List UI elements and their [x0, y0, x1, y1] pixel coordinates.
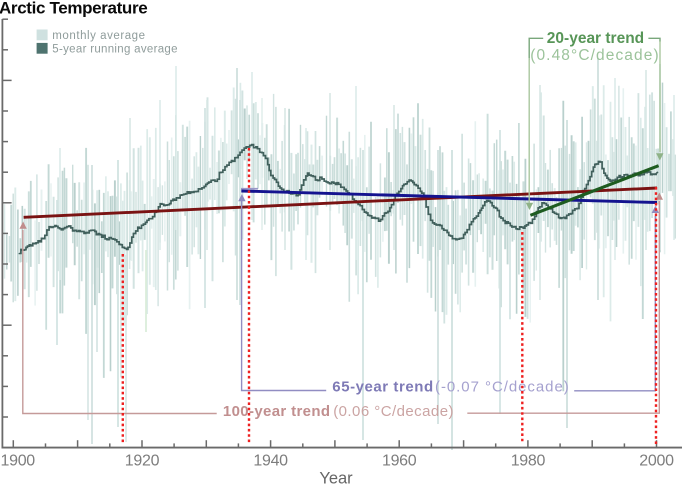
svg-text:(-0.07 °C/decade): (-0.07 °C/decade) [435, 378, 570, 395]
svg-text:100-year trend: 100-year trend [223, 403, 330, 420]
svg-text:1920: 1920 [125, 453, 160, 470]
svg-text:65-year trend: 65-year trend [332, 378, 433, 395]
svg-text:1900: 1900 [1, 453, 36, 470]
svg-text:1980: 1980 [511, 453, 546, 470]
svg-text:(0.06 °C/decade): (0.06 °C/decade) [333, 403, 454, 420]
svg-text:monthly average: monthly average [52, 30, 145, 42]
svg-text:(0.48°C/decade): (0.48°C/decade) [530, 47, 660, 64]
svg-text:20-year trend: 20-year trend [547, 30, 644, 47]
svg-text:1940: 1940 [253, 453, 288, 470]
svg-text:1960: 1960 [382, 453, 417, 470]
svg-text:Arctic Temperature: Arctic Temperature [0, 0, 147, 17]
svg-text:2000: 2000 [639, 453, 674, 470]
svg-text:5-year running average: 5-year running average [52, 43, 178, 55]
svg-text:Year: Year [319, 470, 353, 485]
